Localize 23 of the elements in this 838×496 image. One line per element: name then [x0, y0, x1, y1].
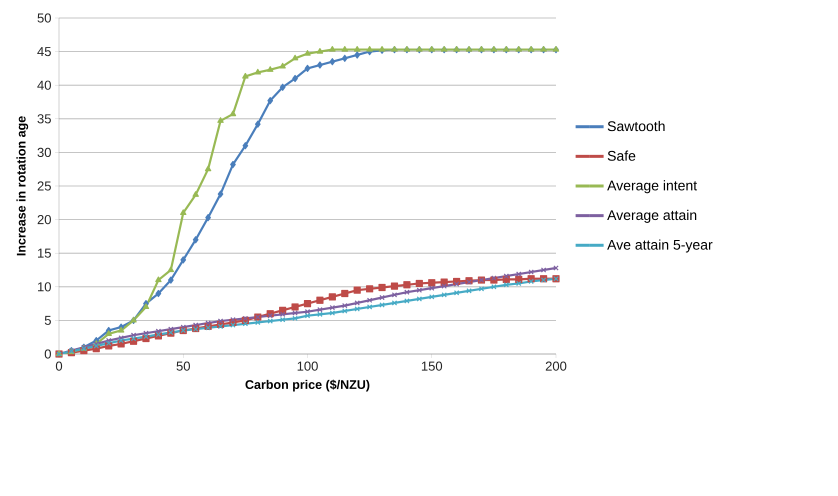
y-tick-label: 45: [37, 47, 51, 56]
x-tick-label: 50: [176, 362, 190, 371]
x-axis-title: Carbon price ($/NZU): [246, 380, 370, 392]
y-tick-label: 50: [38, 13, 51, 23]
x-tick-label: 150: [422, 362, 442, 371]
legend-label: Average attain: [607, 210, 696, 223]
y-tick-label: 35: [38, 114, 51, 124]
y-axis-title: Increase in rotation age: [16, 116, 28, 256]
legend-label: Average intent: [607, 180, 698, 194]
y-tick-label: 15: [38, 248, 51, 258]
y-tick-label: 25: [38, 181, 51, 191]
y-tick-label: 5: [44, 316, 51, 325]
x-tick-label: 200: [546, 362, 566, 371]
y-tick-label: 10: [38, 282, 51, 292]
legend-label: Sawtooth: [608, 120, 665, 132]
y-tick-label: 20: [38, 214, 51, 224]
y-tick-label: 0: [44, 349, 51, 359]
y-tick-label: 40: [37, 80, 51, 90]
x-tick-label: 0: [56, 362, 62, 371]
x-tick-label: 100: [298, 362, 318, 371]
legend-label: Safe: [608, 150, 636, 161]
y-tick-label: 30: [38, 148, 51, 157]
legend-label: Ave attain 5-year: [607, 239, 712, 253]
